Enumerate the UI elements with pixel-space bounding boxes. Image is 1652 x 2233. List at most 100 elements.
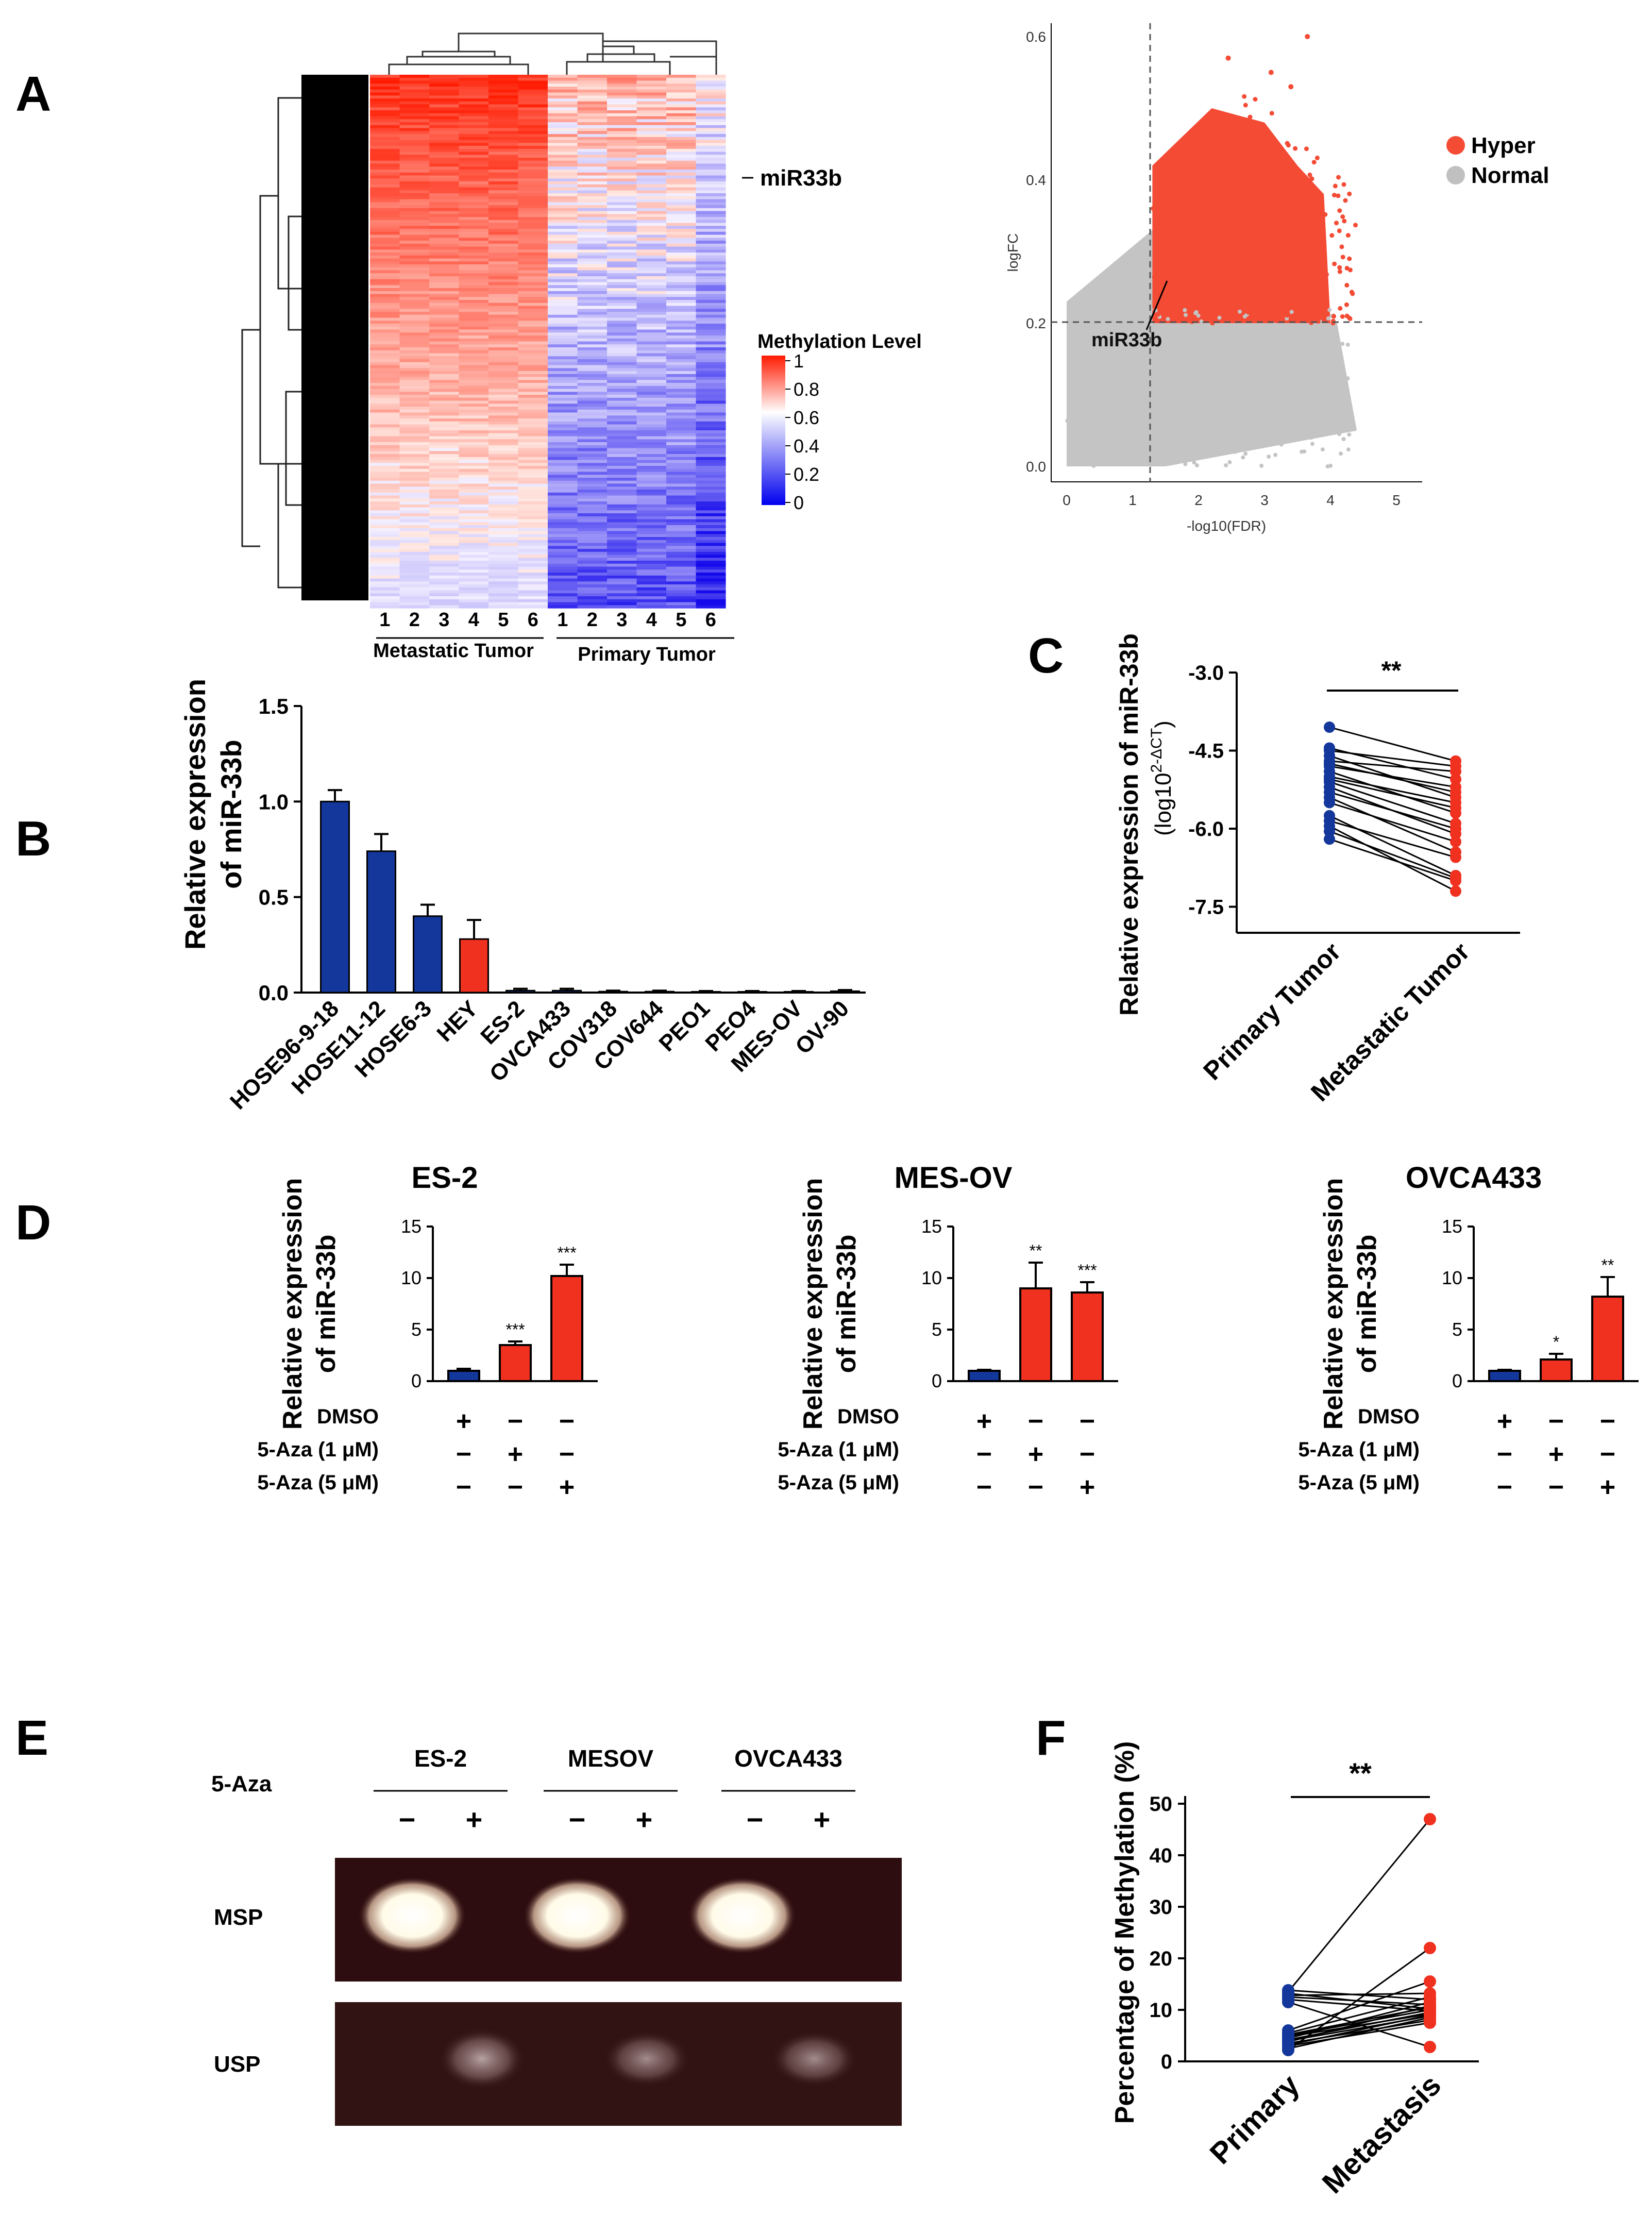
- heatmap-cell: [488, 454, 519, 458]
- heatmap-cell: [399, 522, 430, 526]
- heatmap-cell: [488, 317, 519, 321]
- heatmap-cell: [577, 480, 608, 484]
- heatmap-cell: [399, 326, 430, 330]
- volcano-point-hyper: [1295, 210, 1301, 215]
- volcano-point-normal: [1206, 397, 1210, 401]
- volcano-point-hyper: [1336, 175, 1341, 180]
- heatmap-cell: [636, 279, 667, 283]
- heatmap-cell: [696, 555, 726, 558]
- heatmap-cell: [488, 122, 519, 126]
- heatmap-cell: [518, 143, 548, 146]
- heatmap-cell: [666, 407, 697, 410]
- panel-d-ytick-label: 10: [1442, 1267, 1462, 1288]
- heatmap-cell: [577, 80, 608, 84]
- volcano-point-hyper: [1314, 216, 1320, 221]
- heatmap-cell: [666, 273, 697, 277]
- heatmap-cell: [459, 350, 489, 354]
- heatmap-cell: [577, 113, 608, 117]
- heatmap-cell: [666, 593, 697, 597]
- heatmap-cell: [636, 407, 667, 410]
- heatmap-cell: [548, 418, 578, 422]
- panel-c-point-metastatic: [1450, 875, 1461, 886]
- volcano-point-hyper: [1322, 256, 1327, 260]
- heatmap-cell: [666, 558, 697, 561]
- heatmap-cell: [518, 380, 548, 383]
- heatmap-cell: [666, 332, 697, 336]
- panel-f-ytick-label: 0: [1161, 2051, 1172, 2073]
- volcano-point-normal: [1273, 438, 1277, 442]
- heatmap-cell: [548, 495, 578, 499]
- heatmap-cell: [577, 454, 608, 458]
- heatmap-cell: [548, 439, 578, 443]
- heatmap-cell: [370, 110, 400, 114]
- heatmap-cell: [548, 122, 578, 126]
- heatmap-cell: [548, 525, 578, 529]
- heatmap-cell: [488, 113, 519, 117]
- volcano-point-hyper: [1216, 307, 1221, 312]
- volcano-point-normal: [1151, 410, 1155, 414]
- heatmap-cell: [370, 385, 400, 390]
- heatmap-cell: [429, 433, 460, 437]
- heatmap-cell: [577, 430, 608, 434]
- volcano-point-hyper: [1349, 290, 1354, 295]
- heatmap-cell: [370, 495, 400, 499]
- heatmap-cell: [696, 107, 726, 111]
- heatmap-cell: [459, 137, 489, 141]
- heatmap-cell: [370, 137, 400, 141]
- heatmap-cell: [577, 285, 608, 289]
- volcano-point-normal: [1076, 375, 1081, 379]
- heatmap-cell: [429, 475, 460, 478]
- heatmap-cell: [488, 231, 519, 236]
- heatmap-cell: [429, 288, 460, 292]
- panel-b-ylabel-line2: of miR-33b: [215, 740, 247, 888]
- volcano-point-hyper: [1169, 287, 1174, 292]
- heatmap-cell: [607, 270, 637, 274]
- heatmap-cell: [548, 155, 578, 158]
- heatmap-cell: [370, 392, 400, 395]
- heatmap-cell: [518, 190, 548, 194]
- heatmap-cell: [607, 303, 637, 307]
- volcano-point-normal: [1267, 337, 1272, 342]
- heatmap-cell: [488, 445, 519, 449]
- volcano-point-normal: [1112, 355, 1117, 359]
- heatmap-cell: [577, 546, 608, 549]
- heatmap-cell: [399, 486, 430, 490]
- heatmap-cell: [429, 395, 460, 398]
- heatmap-cell: [548, 146, 578, 149]
- heatmap-cell: [607, 569, 637, 573]
- volcano-point-hyper: [1250, 262, 1255, 267]
- heatmap-cell: [577, 442, 608, 446]
- heatmap-cell: [370, 498, 400, 502]
- heatmap-cell: [577, 134, 608, 138]
- volcano-point-normal: [1289, 361, 1294, 366]
- volcano-point-normal: [1185, 352, 1189, 357]
- heatmap-cell: [459, 178, 489, 182]
- volcano-point-normal: [1171, 422, 1175, 426]
- volcano-point-normal: [1067, 455, 1071, 459]
- panel-d-treatment-sign: −: [559, 1439, 575, 1469]
- heatmap-cell: [607, 383, 637, 387]
- heatmap-cell: [577, 234, 608, 238]
- heatmap-cell: [666, 374, 697, 378]
- heatmap-cell: [399, 146, 430, 149]
- panel-d-treatment-label: 5-Aza (1 μM): [778, 1438, 899, 1461]
- heatmap-cell: [548, 241, 578, 244]
- heatmap-cell: [636, 234, 667, 238]
- heatmap-cell: [548, 436, 578, 440]
- heatmap-cell: [548, 475, 578, 478]
- volcano-point-normal: [1196, 313, 1201, 318]
- heatmap-cell: [696, 255, 726, 259]
- heatmap-cell: [488, 528, 519, 532]
- heatmap-cell: [518, 229, 548, 232]
- volcano-point-normal: [1213, 378, 1218, 382]
- heatmap-cell: [696, 285, 726, 289]
- heatmap-cell: [459, 241, 489, 244]
- heatmap-cell: [429, 593, 460, 597]
- heatmap-cell: [429, 404, 460, 407]
- heatmap-cell: [696, 166, 726, 170]
- heatmap-cell: [459, 312, 489, 315]
- heatmap-cell: [399, 128, 430, 131]
- heatmap-cell: [518, 442, 548, 446]
- heatmap-cell: [399, 507, 430, 511]
